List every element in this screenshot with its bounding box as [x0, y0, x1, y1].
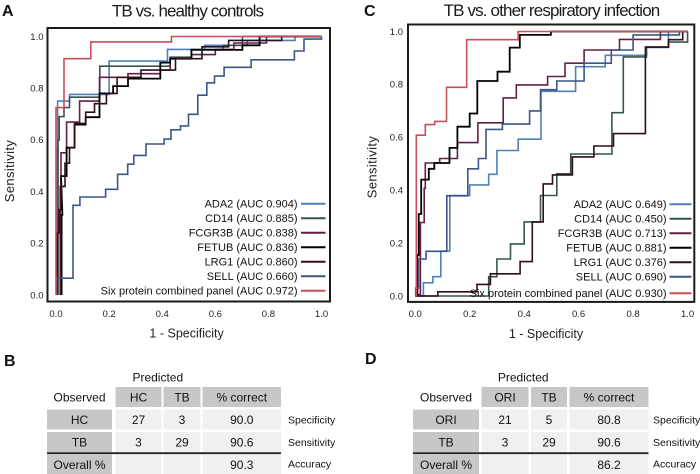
svg-text:Overall %: Overall % — [420, 458, 472, 472]
svg-text:1 - Specificity: 1 - Specificity — [149, 327, 224, 341]
svg-text:ORI: ORI — [494, 391, 515, 405]
svg-text:29: 29 — [175, 436, 189, 450]
svg-text:Sensitivity: Sensitivity — [653, 437, 700, 449]
svg-text:Specificity: Specificity — [288, 415, 336, 427]
svg-text:1 - Specificity: 1 - Specificity — [509, 327, 584, 341]
svg-text:1.0: 1.0 — [390, 27, 403, 38]
svg-text:3: 3 — [179, 413, 186, 427]
svg-text:TB vs. healthy controls: TB vs. healthy controls — [112, 2, 264, 21]
svg-text:SELL (AUC 0.690): SELL (AUC 0.690) — [576, 272, 667, 284]
svg-text:0.2: 0.2 — [390, 238, 403, 249]
svg-text:HC: HC — [130, 391, 148, 405]
svg-text:Six protein combined panel (AU: Six protein combined panel (AUC 0.972) — [101, 286, 298, 298]
svg-text:0.2: 0.2 — [30, 239, 43, 250]
svg-text:FETUB (AUC 0.836): FETUB (AUC 0.836) — [197, 242, 297, 254]
svg-text:0.0: 0.0 — [409, 309, 422, 320]
svg-text:LRG1 (AUC 0.860): LRG1 (AUC 0.860) — [205, 257, 298, 269]
svg-text:29: 29 — [542, 436, 556, 450]
svg-text:C: C — [364, 3, 376, 20]
svg-text:Sensitivity: Sensitivity — [365, 136, 380, 199]
svg-text:% correct: % correct — [216, 391, 267, 405]
svg-text:5: 5 — [546, 413, 553, 427]
svg-text:Overall %: Overall % — [53, 458, 105, 472]
svg-text:CD14 (AUC 0.450): CD14 (AUC 0.450) — [574, 214, 666, 226]
svg-text:0.6: 0.6 — [572, 309, 585, 320]
svg-text:0.2: 0.2 — [463, 309, 476, 320]
svg-text:0.8: 0.8 — [626, 309, 639, 320]
svg-text:ADA2 (AUC 0.904): ADA2 (AUC 0.904) — [205, 199, 298, 211]
svg-text:SELL (AUC 0.660): SELL (AUC 0.660) — [207, 271, 298, 283]
svg-text:0.0: 0.0 — [390, 291, 403, 302]
svg-text:Accuracy: Accuracy — [288, 459, 332, 471]
svg-text:0.4: 0.4 — [156, 309, 169, 320]
svg-text:Specificity: Specificity — [653, 415, 700, 427]
svg-text:0.0: 0.0 — [30, 290, 43, 301]
svg-text:B: B — [4, 353, 16, 370]
svg-text:TB: TB — [72, 436, 87, 450]
svg-text:86.2: 86.2 — [597, 458, 621, 472]
svg-text:0.0: 0.0 — [49, 309, 62, 320]
svg-text:90.6: 90.6 — [230, 436, 254, 450]
svg-text:TB vs. other respiratory infec: TB vs. other respiratory infection — [444, 1, 660, 20]
svg-text:ADA2 (AUC 0.649): ADA2 (AUC 0.649) — [574, 199, 667, 211]
svg-text:Accuracy: Accuracy — [653, 459, 697, 471]
svg-text:TB: TB — [174, 391, 189, 405]
svg-text:0.6: 0.6 — [390, 133, 403, 144]
svg-text:0.6: 0.6 — [209, 309, 222, 320]
svg-text:27: 27 — [132, 413, 146, 427]
svg-text:1.0: 1.0 — [681, 309, 694, 320]
svg-text:1.0: 1.0 — [30, 32, 43, 43]
svg-text:90.6: 90.6 — [597, 436, 621, 450]
svg-text:0.4: 0.4 — [518, 309, 531, 320]
svg-text:FCGR3B (AUC 0.838): FCGR3B (AUC 0.838) — [189, 228, 298, 240]
svg-text:3: 3 — [502, 436, 509, 450]
svg-text:TB: TB — [541, 391, 556, 405]
svg-text:ORI: ORI — [435, 413, 456, 427]
svg-text:3: 3 — [135, 436, 142, 450]
svg-text:90.3: 90.3 — [230, 458, 254, 472]
svg-text:CD14 (AUC 0.885): CD14 (AUC 0.885) — [205, 213, 297, 225]
svg-text:0.8: 0.8 — [390, 80, 403, 91]
svg-text:TB: TB — [438, 436, 453, 450]
svg-text:0.4: 0.4 — [390, 186, 403, 197]
svg-text:Predicted: Predicted — [498, 371, 549, 385]
svg-text:Observed: Observed — [420, 391, 472, 405]
svg-text:21: 21 — [498, 413, 512, 427]
svg-text:Sensitivity: Sensitivity — [288, 437, 336, 449]
svg-text:0.4: 0.4 — [30, 187, 43, 198]
svg-text:Six protein combined panel (AU: Six protein combined panel (AUC 0.930) — [470, 288, 667, 300]
svg-text:D: D — [365, 351, 377, 368]
svg-text:A: A — [2, 3, 14, 20]
svg-text:Observed: Observed — [53, 391, 105, 405]
svg-text:LRG1 (AUC 0.376): LRG1 (AUC 0.376) — [574, 257, 667, 269]
svg-text:FETUB (AUC 0.881): FETUB (AUC 0.881) — [566, 243, 666, 255]
svg-text:0.8: 0.8 — [262, 309, 275, 320]
svg-text:1.0: 1.0 — [315, 309, 328, 320]
svg-text:FCGR3B (AUC 0.713): FCGR3B (AUC 0.713) — [558, 228, 667, 240]
svg-text:0.8: 0.8 — [30, 84, 43, 95]
svg-text:Predicted: Predicted — [132, 371, 183, 385]
svg-text:Sensitivity: Sensitivity — [2, 140, 17, 203]
svg-text:HC: HC — [71, 413, 89, 427]
svg-text:80.8: 80.8 — [597, 413, 621, 427]
svg-text:90.0: 90.0 — [230, 413, 254, 427]
svg-text:% correct: % correct — [584, 391, 635, 405]
svg-text:0.2: 0.2 — [102, 309, 115, 320]
svg-text:0.6: 0.6 — [30, 135, 43, 146]
